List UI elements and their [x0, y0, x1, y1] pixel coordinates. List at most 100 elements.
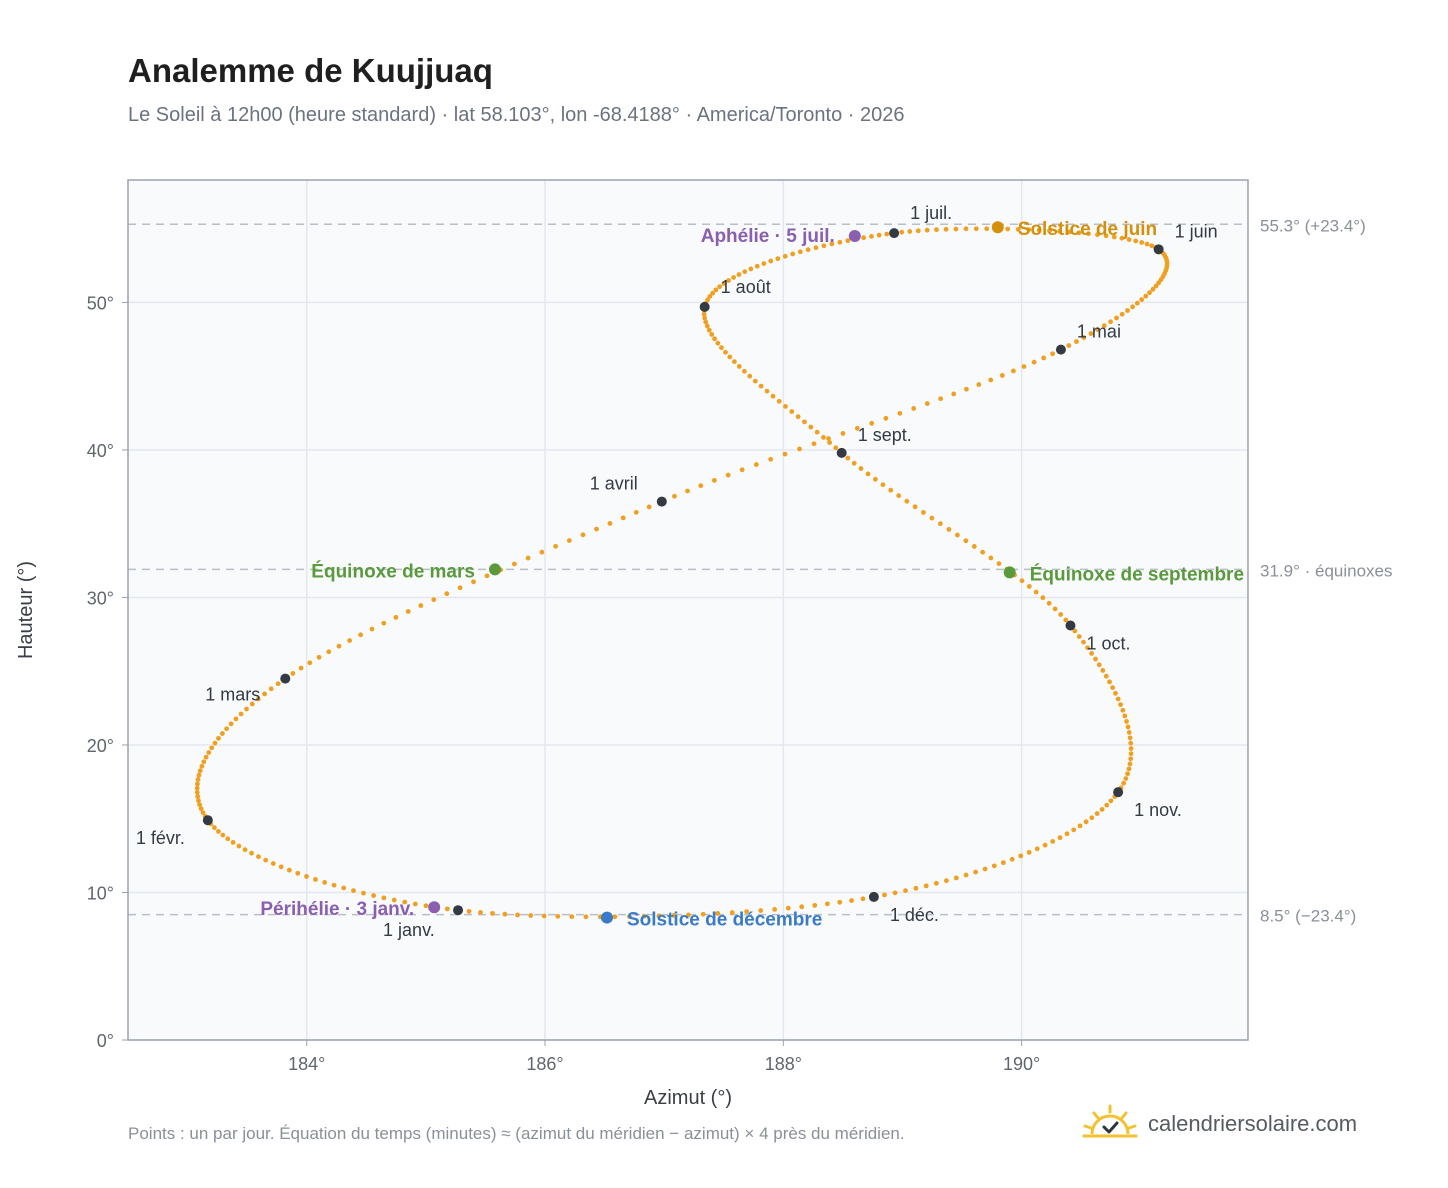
- day-point: [729, 910, 735, 915]
- day-point: [725, 472, 731, 478]
- day-point: [1005, 226, 1011, 232]
- day-point: [1081, 335, 1087, 340]
- day-point: [869, 420, 875, 426]
- day-point: [731, 359, 737, 365]
- day-point: [412, 901, 418, 907]
- day-point: [753, 462, 759, 467]
- day-point: [298, 665, 304, 671]
- day-point: [951, 391, 957, 397]
- month-marker: [699, 301, 710, 312]
- brand-name[interactable]: calendriersolaire.com: [1148, 1111, 1358, 1136]
- day-point: [1031, 359, 1037, 365]
- day-point: [1088, 331, 1094, 336]
- day-point: [331, 882, 337, 888]
- day-point: [736, 364, 742, 369]
- month-markers: 1 janv. 1 févr. 1 mars 1 avril 1 mai 1 juin 1 …: [136, 203, 1218, 940]
- day-point: [1040, 595, 1046, 601]
- day-point: [326, 649, 332, 655]
- day-point: [262, 691, 267, 697]
- month-label: 1 mars: [205, 685, 260, 705]
- day-point: [555, 913, 561, 919]
- day-point: [228, 721, 234, 727]
- day-point: [1139, 240, 1145, 245]
- x-tick-label: 190°: [1003, 1054, 1040, 1074]
- day-point: [194, 785, 200, 791]
- day-point: [216, 735, 221, 741]
- day-point: [921, 510, 926, 515]
- day-point: [712, 336, 717, 342]
- day-point: [808, 424, 814, 430]
- day-point: [698, 483, 704, 489]
- day-point: [195, 777, 201, 782]
- day-point: [1128, 756, 1134, 762]
- day-point: [225, 836, 231, 842]
- brand[interactable]: calendriersolaire.com: [1082, 1104, 1357, 1144]
- day-point: [196, 798, 201, 804]
- day-point: [199, 763, 205, 769]
- day-point: [700, 911, 706, 917]
- y-tick-label: 20°: [87, 736, 114, 756]
- month-marker: [889, 228, 900, 239]
- day-point: [358, 632, 364, 638]
- day-point: [865, 471, 871, 477]
- day-point: [466, 908, 472, 914]
- day-point: [236, 843, 242, 849]
- day-point: [1130, 304, 1135, 310]
- day-point: [782, 451, 788, 457]
- event-marker: [600, 911, 613, 924]
- day-point: [238, 711, 244, 717]
- day-point: [290, 671, 296, 676]
- day-point: [858, 466, 864, 471]
- day-point: [991, 863, 997, 869]
- month-label: 1 oct.: [1086, 633, 1130, 653]
- day-point: [963, 538, 969, 544]
- day-point: [1095, 232, 1100, 238]
- day-point: [727, 354, 733, 360]
- day-point: [955, 532, 960, 538]
- day-point: [851, 460, 857, 466]
- day-point: [782, 253, 788, 259]
- day-point: [837, 899, 843, 905]
- day-point: [1058, 612, 1064, 617]
- month-label: 1 sept.: [858, 425, 912, 445]
- day-point: [943, 226, 949, 232]
- chart-title: Analemme de Kuujjuaq: [128, 52, 493, 89]
- day-point: [1026, 227, 1032, 233]
- day-point: [811, 441, 817, 447]
- day-point: [511, 561, 517, 567]
- day-point: [747, 373, 753, 379]
- day-point: [195, 794, 201, 799]
- day-point: [710, 290, 716, 296]
- day-point: [768, 456, 774, 462]
- day-point: [685, 488, 690, 494]
- day-point: [633, 509, 639, 515]
- day-point: [515, 912, 520, 918]
- month-label: 1 juil.: [910, 203, 952, 223]
- day-point: [1149, 243, 1155, 249]
- day-point: [249, 850, 254, 856]
- month-marker: [280, 673, 291, 684]
- day-point: [758, 383, 764, 389]
- day-point: [1119, 235, 1125, 241]
- day-point: [984, 226, 990, 232]
- day-point: [580, 532, 586, 538]
- day-point: [1103, 673, 1109, 679]
- day-point: [1103, 233, 1109, 239]
- day-point: [754, 263, 760, 269]
- day-point: [899, 229, 905, 235]
- y-tick-label: 40°: [87, 441, 114, 461]
- day-point: [702, 315, 708, 321]
- month-marker: [1065, 620, 1076, 631]
- day-point: [934, 227, 939, 233]
- day-point: [797, 249, 803, 255]
- month-marker: [202, 815, 213, 826]
- day-point: [583, 914, 589, 920]
- day-point: [701, 311, 707, 317]
- day-point: [943, 878, 949, 884]
- day-point: [1026, 583, 1032, 589]
- day-point: [1094, 811, 1100, 816]
- day-point: [1126, 237, 1132, 242]
- day-point: [715, 340, 721, 346]
- month-marker: [868, 891, 879, 902]
- day-point: [1067, 229, 1072, 235]
